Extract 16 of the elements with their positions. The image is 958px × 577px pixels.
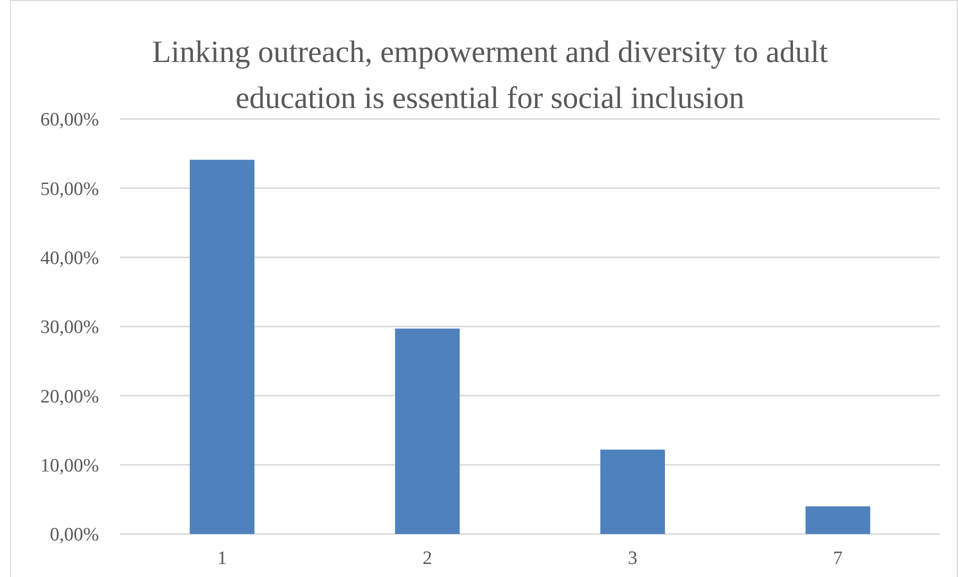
- x-tick-label: 1: [217, 548, 227, 569]
- y-tick-label: 40,00%: [40, 248, 100, 269]
- x-tick-label: 3: [628, 548, 638, 569]
- chart-title: Linking outreach, empowerment and diversity to adult education is essential for social inclusion: [152, 34, 828, 115]
- y-tick-label: 20,00%: [40, 386, 100, 408]
- y-tick-label: 50,00%: [40, 178, 100, 200]
- y-tick-label: 0,00%: [50, 524, 100, 546]
- bar: [190, 160, 254, 534]
- bar: [806, 506, 870, 534]
- bar: [395, 328, 460, 534]
- y-tick-label: 30,00%: [40, 317, 100, 338]
- x-tick-label: 7: [833, 548, 843, 569]
- x-tick-label: 2: [422, 548, 432, 569]
- bar: [600, 450, 665, 534]
- y-tick-label: 10,00%: [40, 455, 100, 476]
- y-tick-label: 60,00%: [40, 110, 100, 131]
